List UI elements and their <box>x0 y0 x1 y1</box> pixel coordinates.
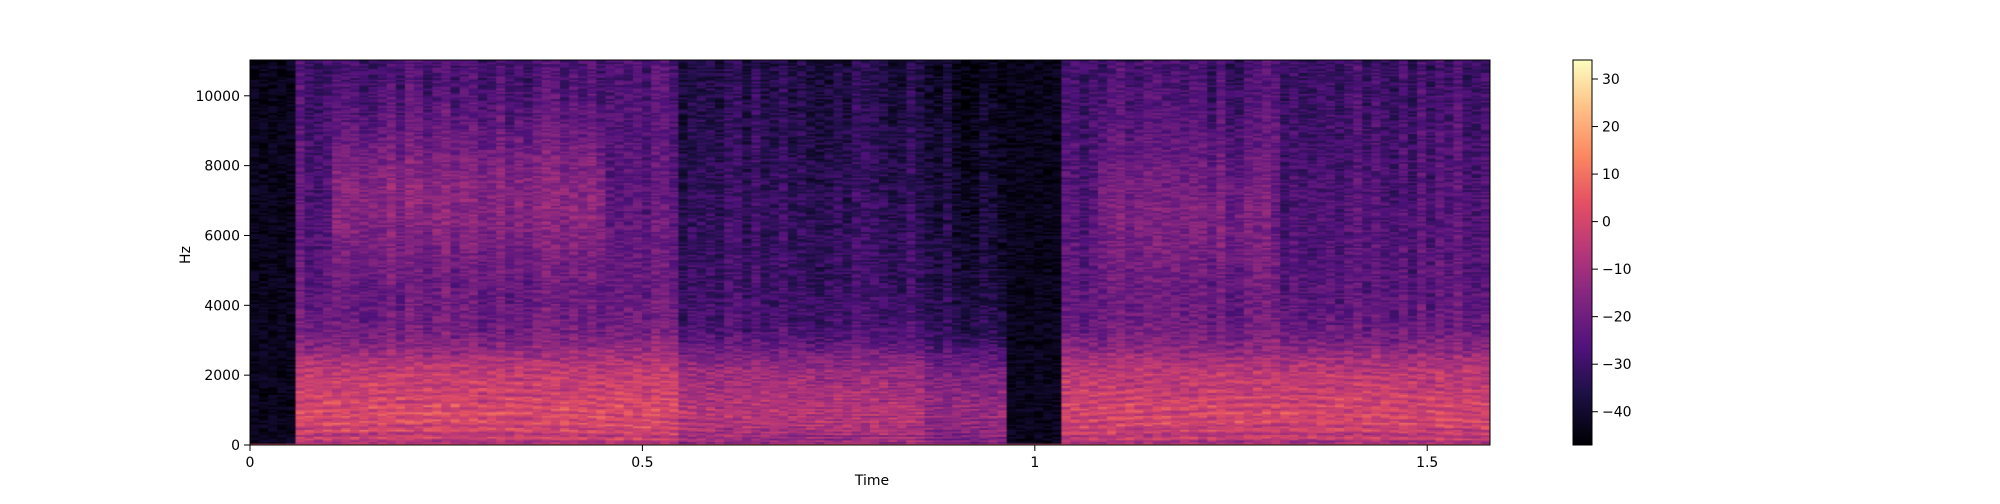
y-tick-label: 6000 <box>204 228 240 244</box>
plot-frame <box>249 59 1491 446</box>
x-tick-label: 0.5 <box>631 455 653 471</box>
y-tick-label: 2000 <box>204 368 240 384</box>
x-tick-label: 1 <box>1030 455 1039 471</box>
x-axis: 0 0.5 1 1.5 <box>246 445 1438 471</box>
colorbar-tick-label: −20 <box>1602 310 1632 326</box>
y-tick-label: 10000 <box>195 89 240 105</box>
colorbar-tick-label: −30 <box>1602 357 1632 373</box>
x-axis-label: Time <box>854 473 889 489</box>
x-tick-label: 0 <box>246 455 255 471</box>
colorbar-tick-label: 0 <box>1602 215 1611 231</box>
colorbar-tick-label: 10 <box>1602 167 1620 183</box>
colorbar-tick-label: 20 <box>1602 120 1620 136</box>
y-tick-label: 8000 <box>204 159 240 175</box>
colorbar-gradient <box>1573 60 1592 445</box>
spectrogram-image <box>250 60 1490 445</box>
x-tick-label: 1.5 <box>1416 455 1438 471</box>
y-axis-label: Hz <box>178 246 194 264</box>
colorbar-tick-label: −40 <box>1602 405 1632 421</box>
y-tick-label: 0 <box>231 438 240 454</box>
colorbar-tick-label: −10 <box>1602 262 1632 278</box>
y-axis: 0 2000 4000 6000 8000 10000 <box>195 89 250 454</box>
plot-area <box>249 59 1491 446</box>
colorbar: −40 −30 −20 −10 0 10 20 30 <box>1572 59 1632 446</box>
y-tick-label: 4000 <box>204 298 240 314</box>
colorbar-tick-label: 30 <box>1602 72 1620 88</box>
colorbar-frame <box>1572 59 1593 446</box>
